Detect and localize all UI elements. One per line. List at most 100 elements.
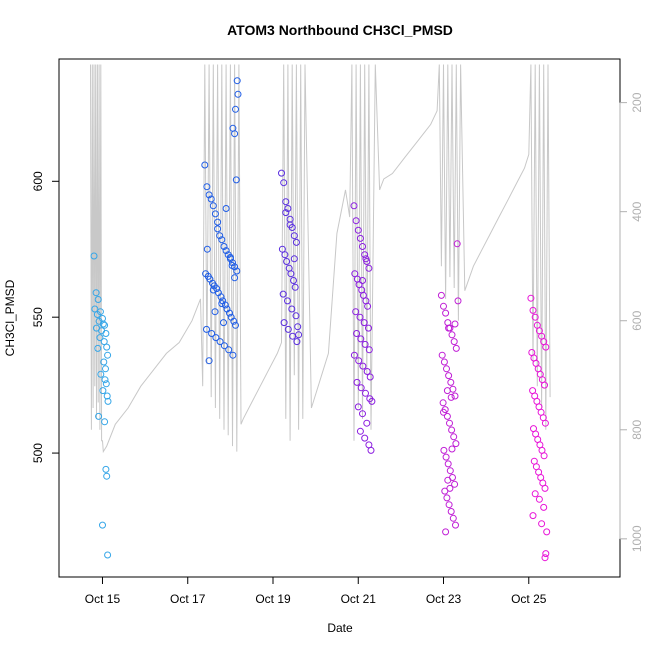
secondary-y-tick-label: 600 [630, 310, 644, 330]
data-point [449, 514, 457, 522]
data-point [445, 372, 453, 380]
data-point [102, 330, 110, 337]
x-axis: Oct 15 Oct 17 Oct 19 Oct 21 Oct 23 Oct 25 [85, 576, 547, 606]
data-point [104, 551, 112, 559]
data-point [450, 338, 458, 346]
data-point [212, 334, 220, 342]
y-axis: 500 550 600 [31, 171, 60, 463]
data-point [365, 346, 373, 354]
data-point [438, 351, 446, 359]
data-point [352, 308, 360, 316]
data-point [220, 342, 228, 350]
secondary-y-tick-label: 400 [630, 201, 644, 221]
data-point [361, 434, 369, 442]
data-point [443, 365, 450, 373]
data-point [293, 338, 301, 346]
data-point [452, 521, 459, 529]
data-point [439, 399, 447, 407]
data-point [226, 253, 234, 261]
data-point [216, 232, 224, 240]
data-point [445, 501, 453, 509]
x-axis-label: Date [327, 621, 353, 635]
data-point [440, 408, 447, 416]
data-point [367, 446, 375, 454]
data-point [527, 294, 535, 302]
data-point [442, 453, 450, 461]
data-point [101, 376, 109, 384]
data-point [221, 301, 229, 309]
data-point [531, 490, 539, 498]
data-point [540, 452, 548, 460]
data-point [290, 255, 298, 263]
data-point [447, 378, 455, 386]
data-point [447, 508, 455, 515]
data-point [444, 476, 452, 484]
secondary-y-tick-label: 200 [630, 92, 644, 112]
data-point [233, 77, 241, 85]
data-point [440, 302, 447, 310]
data-point [281, 251, 289, 259]
data-point [365, 264, 373, 272]
data-point [355, 281, 363, 289]
data-point [368, 397, 376, 405]
data-point [220, 319, 227, 327]
data-point [94, 296, 102, 303]
data-point [97, 370, 105, 378]
data-point [283, 258, 291, 265]
data-point [290, 232, 298, 240]
data-point [284, 205, 292, 212]
y-tick-label: 600 [31, 171, 45, 191]
data-point [445, 324, 453, 332]
series-5 [437, 240, 462, 536]
data-point [350, 202, 358, 210]
data-point [100, 338, 108, 346]
data-point [540, 503, 548, 511]
data-point [233, 267, 241, 275]
data-point [535, 495, 543, 503]
data-point [213, 285, 221, 293]
data-point [443, 387, 451, 395]
data-point [225, 346, 233, 354]
data-point [453, 240, 461, 248]
x-tick-label: Oct 17 [170, 592, 206, 606]
secondary-y-tick-label: 1000 [630, 525, 644, 552]
data-point [203, 183, 211, 191]
data-point [232, 321, 239, 329]
data-point [541, 484, 549, 492]
data-point [217, 293, 225, 301]
data-point [359, 277, 366, 284]
data-point [287, 270, 295, 278]
data-point [234, 90, 242, 98]
data-point [360, 319, 368, 327]
x-tick-label: Oct 23 [426, 592, 462, 606]
series-3 [278, 169, 303, 346]
data-point [446, 484, 454, 492]
x-tick-label: Oct 25 [511, 592, 547, 606]
data-point [356, 313, 364, 321]
data-point [361, 340, 369, 348]
data-point [292, 312, 300, 320]
data-point [451, 480, 459, 488]
data-point [280, 319, 288, 327]
data-point [104, 351, 112, 359]
data-point [99, 387, 107, 395]
data-point [362, 255, 370, 263]
data-point [447, 393, 455, 401]
data-point [543, 528, 551, 536]
data-point [222, 205, 230, 212]
data-point [354, 226, 362, 234]
data-point [355, 357, 363, 365]
altitude-layer [90, 64, 551, 454]
data-point [284, 297, 291, 305]
data-point [288, 305, 296, 313]
series-1 [90, 252, 112, 559]
data-point [443, 412, 451, 420]
data-point [446, 467, 454, 475]
data-point [538, 520, 546, 528]
data-point [442, 309, 450, 317]
data-point [541, 381, 548, 389]
data-point [450, 433, 458, 441]
data-point [541, 419, 549, 427]
data-point [203, 325, 210, 333]
data-point [294, 323, 302, 331]
